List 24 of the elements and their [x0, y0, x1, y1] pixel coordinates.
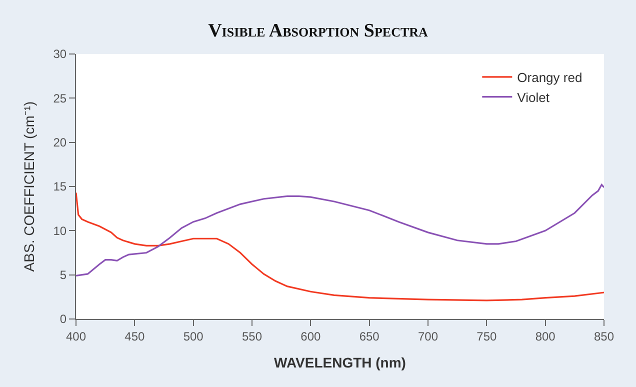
x-tick-label: 700: [418, 329, 438, 344]
y-tick-label: 25: [53, 91, 67, 106]
y-tick-label: 0: [60, 312, 67, 326]
y-tick-label: 20: [53, 136, 67, 150]
y-tick-label: 5: [60, 268, 67, 282]
y-tick-label: 30: [53, 47, 67, 62]
x-tick-label: 650: [359, 329, 380, 344]
y-axis-title: ABS. COEFFICIENT (cm⁻¹): [20, 101, 37, 272]
x-tick-label: 500: [183, 329, 204, 344]
x-tick-label: 750: [476, 329, 497, 344]
x-tick-label: 850: [594, 329, 614, 344]
legend-label: Violet: [517, 90, 550, 105]
line-series: [76, 192, 604, 302]
x-tick-label: 800: [535, 329, 556, 344]
y-tick-label: 15: [53, 180, 67, 194]
x-tick-label: 400: [66, 329, 86, 344]
x-tick-label: 550: [242, 329, 262, 344]
line-series: [76, 184, 604, 277]
y-tick-label: 10: [53, 224, 67, 238]
x-tick-label: 450: [124, 329, 145, 344]
x-axis-title: WAVELENGTH (nm): [274, 354, 406, 371]
legend-label: Orangy red: [517, 70, 582, 85]
chart-title: Visible Absorption Spectra: [208, 20, 429, 42]
x-tick-label: 600: [300, 329, 321, 344]
